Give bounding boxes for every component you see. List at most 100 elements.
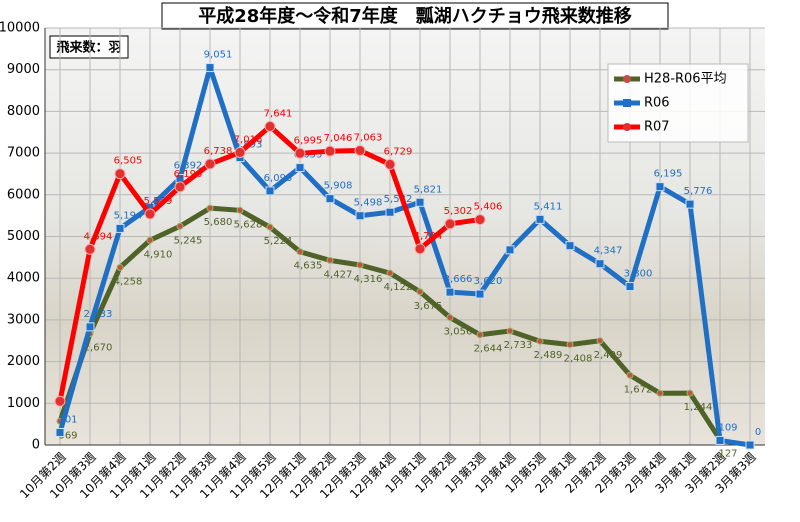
marker bbox=[296, 248, 304, 256]
marker bbox=[206, 204, 214, 212]
marker bbox=[415, 197, 425, 207]
marker bbox=[264, 120, 276, 132]
data-label: 1,672 bbox=[624, 384, 653, 395]
legend-marker bbox=[623, 123, 631, 131]
marker bbox=[205, 63, 215, 73]
marker bbox=[266, 223, 274, 231]
data-label: 5,539 bbox=[144, 196, 173, 207]
marker bbox=[234, 146, 246, 158]
marker bbox=[595, 259, 605, 269]
data-label: 4,427 bbox=[324, 269, 353, 280]
data-label: 2,644 bbox=[474, 344, 503, 355]
marker bbox=[115, 223, 125, 233]
data-label: 5,908 bbox=[324, 181, 353, 192]
marker bbox=[55, 427, 65, 437]
data-label: 5,776 bbox=[684, 186, 713, 197]
data-label: 3,675 bbox=[414, 301, 443, 312]
y-tick-label: 6000 bbox=[7, 187, 40, 202]
data-label: 5,406 bbox=[474, 202, 503, 213]
data-label: 6,392 bbox=[174, 160, 203, 171]
marker bbox=[325, 194, 335, 204]
data-label: 5,582 bbox=[384, 194, 413, 205]
marker bbox=[686, 389, 694, 397]
data-label: 4,910 bbox=[144, 249, 173, 260]
marker bbox=[324, 145, 336, 157]
marker bbox=[566, 341, 574, 349]
data-label: 6,738 bbox=[204, 146, 233, 157]
data-label: 7,016 bbox=[234, 134, 263, 145]
data-label: 4,694 bbox=[84, 231, 113, 242]
marker bbox=[414, 243, 426, 255]
marker bbox=[565, 241, 575, 251]
marker bbox=[294, 147, 306, 159]
marker bbox=[116, 263, 124, 271]
data-label: 7,641 bbox=[264, 108, 293, 119]
data-label: 6,190 bbox=[174, 169, 203, 180]
marker bbox=[295, 163, 305, 173]
data-label: 1,244 bbox=[684, 402, 713, 413]
marker bbox=[354, 144, 366, 156]
data-label: 7,046 bbox=[324, 133, 353, 144]
marker bbox=[204, 158, 216, 170]
data-label: 127 bbox=[718, 449, 737, 460]
data-label: 2,408 bbox=[564, 354, 593, 365]
data-label: 3,620 bbox=[474, 276, 503, 287]
data-label: 9,051 bbox=[204, 50, 233, 61]
y-tick-label: 4000 bbox=[7, 271, 40, 286]
y-tick-label: 5000 bbox=[7, 229, 40, 244]
y-tick-label: 7000 bbox=[7, 146, 40, 161]
marker bbox=[474, 214, 486, 226]
marker bbox=[84, 243, 96, 255]
marker bbox=[85, 322, 95, 332]
marker bbox=[446, 314, 454, 322]
data-label: 2,833 bbox=[84, 309, 113, 320]
marker bbox=[265, 186, 275, 196]
data-label: 4,122 bbox=[384, 282, 413, 293]
marker bbox=[535, 214, 545, 224]
marker bbox=[444, 218, 456, 230]
data-label: 4,258 bbox=[114, 276, 143, 287]
marker bbox=[236, 206, 244, 214]
marker bbox=[176, 222, 184, 230]
data-label: 6,093 bbox=[264, 173, 293, 184]
marker bbox=[445, 287, 455, 297]
y-tick-label: 9000 bbox=[7, 62, 40, 77]
marker bbox=[476, 331, 484, 339]
data-label: 109 bbox=[718, 422, 737, 433]
data-label: 6,195 bbox=[654, 169, 683, 180]
data-label: 5,245 bbox=[174, 235, 203, 246]
marker bbox=[626, 371, 634, 379]
marker bbox=[416, 288, 424, 296]
data-label: 7,063 bbox=[354, 132, 383, 143]
marker bbox=[326, 256, 334, 264]
data-label: 5,411 bbox=[534, 201, 563, 212]
y-tick-label: 10000 bbox=[0, 21, 40, 36]
legend-label: H28-R06平均 bbox=[644, 72, 727, 87]
legend-label: R06 bbox=[644, 96, 670, 111]
data-label: 3,800 bbox=[624, 269, 653, 280]
marker bbox=[146, 236, 154, 244]
marker bbox=[506, 327, 514, 335]
legend-marker bbox=[623, 75, 631, 83]
data-label: 5,628 bbox=[234, 219, 263, 230]
marker bbox=[144, 208, 156, 220]
y-tick-label: 0 bbox=[32, 438, 40, 453]
data-label: 4,635 bbox=[294, 261, 323, 272]
data-label: 5,302 bbox=[444, 206, 473, 217]
data-label: 6,729 bbox=[384, 146, 413, 157]
marker bbox=[685, 199, 695, 209]
marker bbox=[655, 182, 665, 192]
marker bbox=[505, 245, 515, 255]
data-label: 5,194 bbox=[114, 210, 143, 221]
y-tick-label: 3000 bbox=[7, 312, 40, 327]
data-label: 4,316 bbox=[354, 274, 383, 285]
marker bbox=[656, 389, 664, 397]
data-label: 6,995 bbox=[294, 135, 323, 146]
data-label: 301 bbox=[58, 414, 77, 425]
marker bbox=[355, 211, 365, 221]
data-label: 6,505 bbox=[114, 156, 143, 167]
marker bbox=[54, 395, 66, 407]
legend-label: R07 bbox=[644, 120, 670, 135]
marker bbox=[596, 337, 604, 345]
